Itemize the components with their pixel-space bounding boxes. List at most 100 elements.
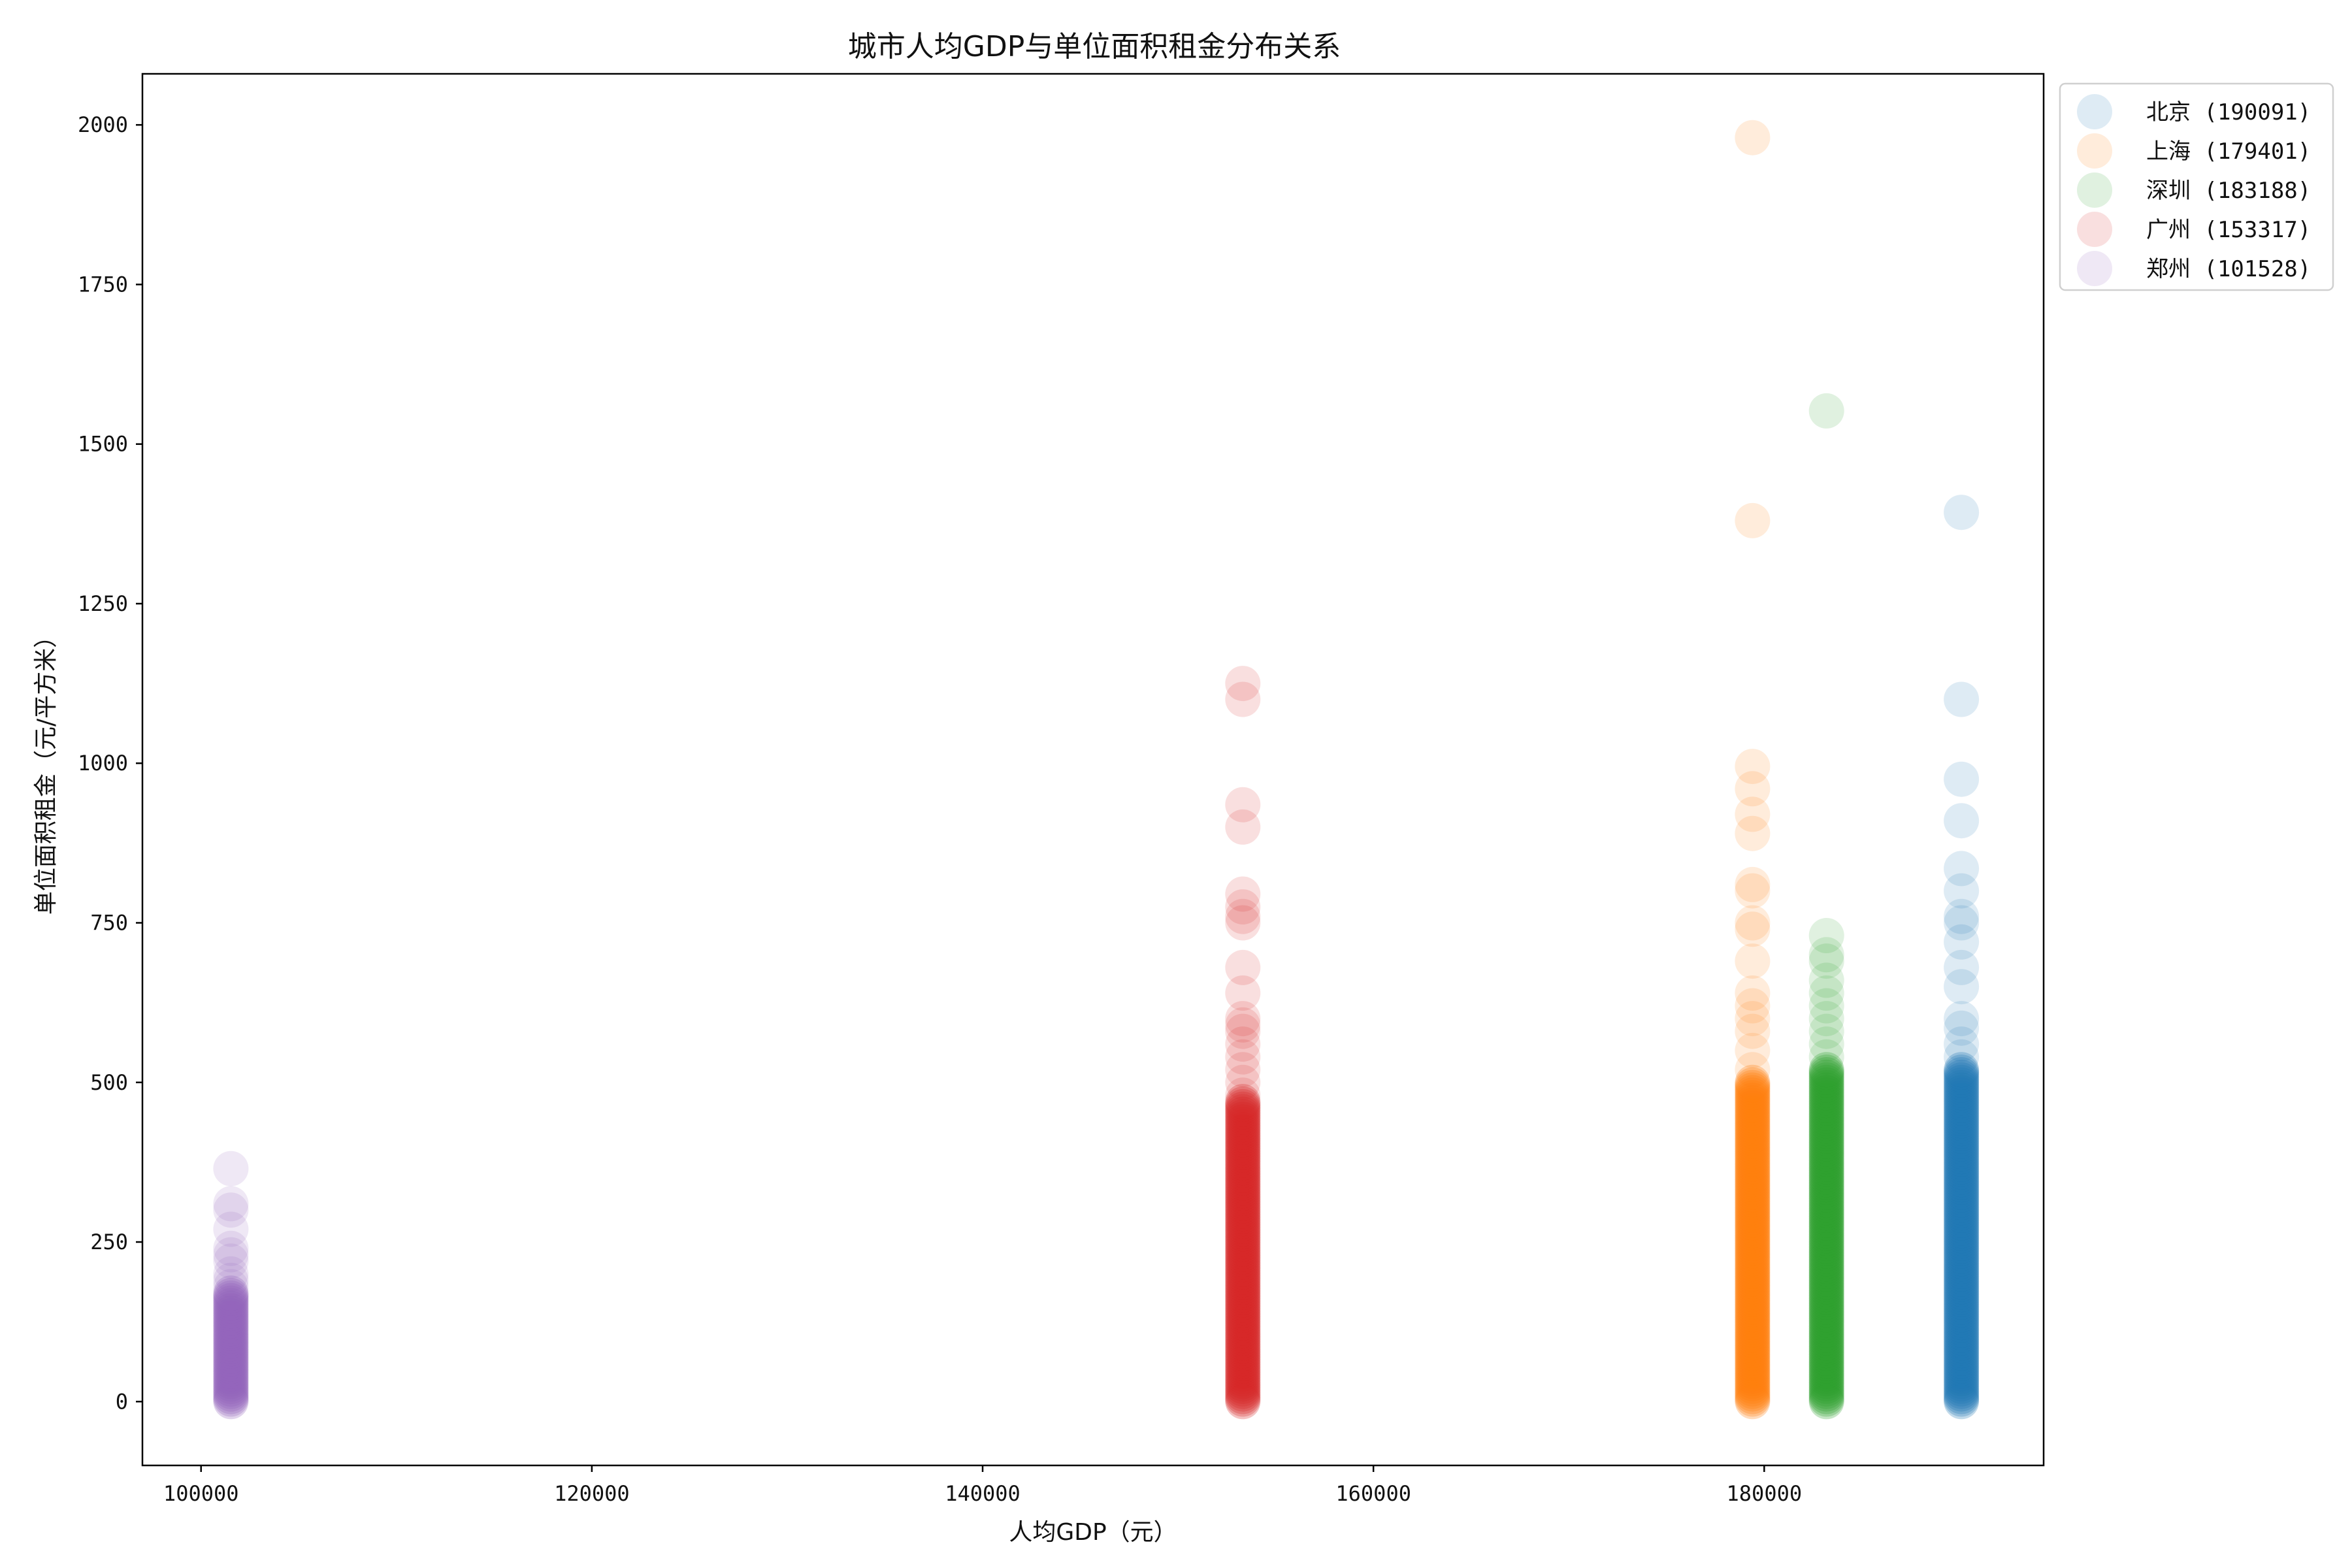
data-point-series2-61 — [1808, 1307, 1844, 1343]
data-point-series1-37 — [1735, 1337, 1771, 1373]
data-point-series3-20 — [1225, 1358, 1261, 1394]
data-point-series0-182 — [1944, 1151, 1980, 1187]
data-point-series2-67 — [1808, 1299, 1844, 1335]
data-point-series3-216 — [1225, 1109, 1261, 1145]
data-point-series0-260 — [1944, 1052, 1980, 1088]
data-point-series0-34 — [1944, 1340, 1980, 1376]
data-point-series2-151 — [1808, 1192, 1844, 1228]
data-point-series0-233 — [1944, 1087, 1980, 1123]
data-point-series0-50 — [1944, 1320, 1980, 1356]
data-point-series0-213 — [1944, 1113, 1980, 1149]
data-point-series4-31 — [213, 1346, 249, 1382]
data-point-series0-217 — [1944, 1108, 1980, 1144]
data-point-series2-233 — [1808, 1087, 1844, 1123]
data-point-series2-92 — [1808, 1266, 1844, 1302]
data-point-series1-197 — [1735, 1134, 1771, 1169]
data-point-series3-61 — [1225, 1307, 1261, 1343]
data-point-series0-190 — [1944, 1141, 1980, 1177]
x-tick-label-1: 120000 — [554, 1481, 630, 1506]
data-point-series0-256 — [1944, 1057, 1980, 1092]
data-point-series2-42 — [1808, 1330, 1844, 1366]
data-point-series4-74 — [213, 1290, 249, 1326]
data-point-series2-167 — [1808, 1171, 1844, 1207]
data-point-series4-39 — [213, 1335, 249, 1371]
data-point-series2-99 — [1808, 1258, 1844, 1294]
data-point-series2-27 — [1808, 1350, 1844, 1386]
data-point-series3-103 — [1225, 1254, 1261, 1290]
data-point-series3-215 — [1225, 1111, 1261, 1147]
data-point-series2-102 — [1808, 1254, 1844, 1289]
data-point-series4-33 — [213, 1343, 249, 1379]
data-point-series3-254 — [1225, 1064, 1261, 1100]
data-point-series3-51 — [1225, 1320, 1261, 1356]
data-point-series1-6 — [1735, 1376, 1771, 1412]
data-point-series0-109 — [1944, 1246, 1980, 1282]
data-point-series1-9 — [1735, 1373, 1771, 1409]
data-point-series0-224 — [1944, 1098, 1980, 1134]
data-point-series0-198 — [1944, 1131, 1980, 1167]
data-point-series4-88 — [213, 1151, 249, 1186]
data-point-series1-156 — [1735, 1184, 1771, 1220]
data-point-series0-155 — [1944, 1187, 1980, 1223]
data-point-series1-109 — [1735, 1246, 1771, 1282]
data-point-series0-211 — [1944, 1115, 1980, 1151]
data-point-series2-139 — [1808, 1207, 1844, 1243]
data-point-series3-7 — [1225, 1376, 1261, 1412]
data-point-series2-24 — [1808, 1353, 1844, 1389]
data-point-series3-121 — [1225, 1231, 1261, 1267]
data-point-series4-0 — [213, 1384, 249, 1420]
data-point-series3-250 — [1225, 1013, 1261, 1049]
data-point-series2-52 — [1808, 1317, 1844, 1353]
data-point-series3-147 — [1225, 1198, 1261, 1234]
data-point-series4-95 — [213, 1256, 249, 1292]
data-point-series0-254 — [1944, 1059, 1980, 1095]
data-point-series0-251 — [1944, 1064, 1980, 1100]
data-point-series2-28 — [1808, 1348, 1844, 1384]
data-point-series1-170 — [1735, 1167, 1771, 1203]
data-point-series0-230 — [1944, 1090, 1980, 1126]
data-point-series3-186 — [1225, 1147, 1261, 1183]
data-point-series1-55 — [1735, 1315, 1771, 1350]
data-point-series1-33 — [1735, 1343, 1771, 1379]
data-point-series4-94 — [213, 1243, 249, 1279]
data-point-series2-181 — [1808, 1154, 1844, 1190]
data-point-series0-81 — [1944, 1282, 1980, 1317]
data-point-series2-143 — [1808, 1202, 1844, 1238]
data-point-series4-64 — [213, 1303, 249, 1339]
data-point-series3-202 — [1225, 1127, 1261, 1163]
data-point-series2-225 — [1808, 1098, 1844, 1134]
data-point-series3-161 — [1225, 1181, 1261, 1216]
data-point-series2-176 — [1808, 1159, 1844, 1195]
data-point-series4-4 — [213, 1379, 249, 1414]
data-point-series3-107 — [1225, 1249, 1261, 1284]
data-point-series2-1 — [1808, 1384, 1844, 1420]
data-point-series1-255 — [1735, 771, 1771, 807]
data-point-series1-56 — [1735, 1312, 1771, 1348]
data-point-series2-5 — [1808, 1379, 1844, 1414]
data-point-series1-96 — [1735, 1261, 1771, 1297]
data-point-series2-251 — [1808, 1064, 1844, 1100]
data-point-series2-32 — [1808, 1343, 1844, 1379]
data-point-series3-225 — [1225, 1099, 1261, 1135]
data-point-series2-175 — [1808, 1162, 1844, 1198]
data-point-series4-5 — [213, 1379, 249, 1414]
data-point-series2-142 — [1808, 1202, 1844, 1238]
data-point-series4-48 — [213, 1323, 249, 1359]
data-point-series1-160 — [1735, 1179, 1771, 1215]
data-point-series2-170 — [1808, 1167, 1844, 1203]
data-point-series1-265 — [1735, 1001, 1771, 1037]
data-point-series2-77 — [1808, 1286, 1844, 1322]
data-point-series0-253 — [1944, 1062, 1980, 1098]
data-point-series0-185 — [1944, 1149, 1980, 1184]
data-point-series3-197 — [1225, 1134, 1261, 1170]
data-point-series4-90 — [213, 1192, 249, 1228]
data-point-series0-165 — [1944, 1174, 1980, 1210]
data-point-series1-76 — [1735, 1286, 1771, 1322]
data-point-series1-40 — [1735, 1333, 1771, 1369]
data-point-series2-272 — [1808, 1039, 1844, 1075]
data-point-series2-49 — [1808, 1322, 1844, 1358]
data-point-series3-156 — [1225, 1185, 1261, 1221]
data-point-series1-125 — [1735, 1226, 1771, 1261]
data-point-series0-219 — [1944, 1105, 1980, 1141]
data-point-series1-107 — [1735, 1249, 1771, 1284]
